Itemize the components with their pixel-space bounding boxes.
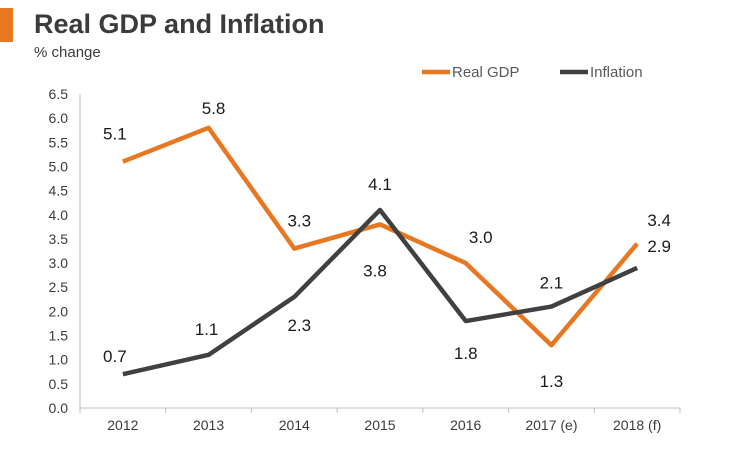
x-tick-label: 2017 (e) bbox=[525, 417, 577, 433]
data-label-inflation: 1.1 bbox=[195, 320, 219, 339]
y-tick-label: 2.0 bbox=[49, 303, 69, 319]
y-tick-label: 4.5 bbox=[49, 183, 69, 199]
data-label-real-gdp: 5.8 bbox=[202, 99, 226, 118]
x-tick-label: 2014 bbox=[279, 417, 310, 433]
x-tick-label: 2012 bbox=[107, 417, 138, 433]
data-label-real-gdp: 3.3 bbox=[287, 212, 311, 231]
legend-label-real-gdp: Real GDP bbox=[452, 64, 520, 81]
y-tick-label: 2.5 bbox=[49, 279, 69, 295]
y-tick-label: 0.0 bbox=[49, 400, 69, 416]
data-label-real-gdp: 3.8 bbox=[363, 261, 387, 280]
data-label-real-gdp: 1.3 bbox=[540, 372, 564, 391]
data-label-inflation: 4.1 bbox=[368, 175, 392, 194]
y-tick-label: 3.0 bbox=[49, 255, 69, 271]
series-line-inflation bbox=[122, 207, 639, 377]
y-tick-label: 6.5 bbox=[49, 86, 69, 102]
x-tick-label: 2015 bbox=[364, 417, 395, 433]
x-tick-label: 2016 bbox=[450, 417, 481, 433]
x-tick-label: 2013 bbox=[193, 417, 224, 433]
y-tick-label: 5.5 bbox=[49, 134, 69, 150]
series-line-real-gdp bbox=[122, 125, 639, 348]
y-tick-label: 5.0 bbox=[49, 158, 69, 174]
chart-title: Real GDP and Inflation bbox=[34, 9, 325, 39]
data-label-real-gdp: 5.1 bbox=[103, 125, 127, 144]
legend-label-inflation: Inflation bbox=[590, 64, 643, 81]
data-label-inflation: 0.7 bbox=[103, 347, 127, 366]
data-label-real-gdp: 3.0 bbox=[469, 228, 493, 247]
y-tick-label: 4.0 bbox=[49, 207, 69, 223]
y-tick-label: 1.5 bbox=[49, 328, 69, 344]
data-label-inflation: 1.8 bbox=[454, 344, 478, 363]
data-label-inflation: 2.9 bbox=[647, 237, 671, 256]
y-axis-unit-label: % change bbox=[34, 44, 101, 61]
title-accent-bar bbox=[0, 8, 13, 42]
y-tick-label: 0.5 bbox=[49, 376, 69, 392]
y-tick-label: 1.0 bbox=[49, 352, 69, 368]
y-tick-label: 6.0 bbox=[49, 110, 69, 126]
y-tick-label: 3.5 bbox=[49, 231, 69, 247]
data-label-inflation: 2.1 bbox=[540, 274, 564, 293]
x-tick-label: 2018 (f) bbox=[613, 417, 661, 433]
data-label-inflation: 2.3 bbox=[287, 316, 311, 335]
data-label-real-gdp: 3.4 bbox=[647, 211, 671, 230]
